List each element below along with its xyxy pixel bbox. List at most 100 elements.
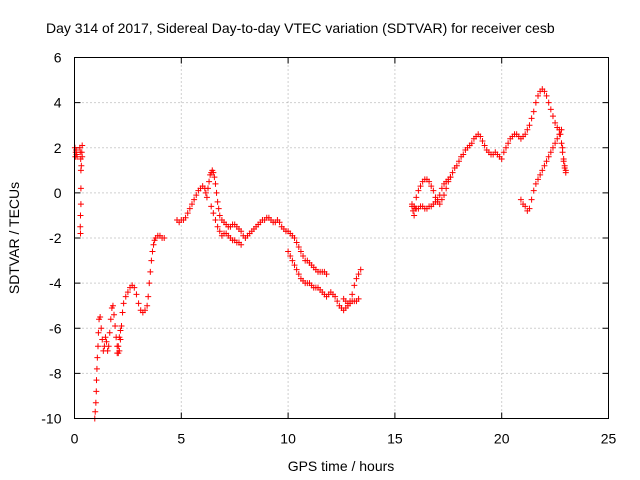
data-point [191, 196, 198, 203]
y-axis-label: SDTVAR / TECUs [6, 182, 22, 294]
data-point [415, 187, 422, 194]
data-point [477, 133, 484, 140]
data-point [541, 88, 548, 95]
data-point [498, 156, 505, 163]
data-point [97, 313, 104, 320]
data-point [77, 230, 84, 237]
data-point [214, 223, 221, 230]
data-point [98, 325, 105, 332]
data-point [436, 201, 443, 208]
data-point [351, 282, 358, 289]
data-point [285, 248, 292, 255]
data-point [115, 343, 122, 350]
data-point [212, 216, 219, 223]
data-point [146, 280, 153, 287]
data-point [453, 162, 460, 169]
data-point [300, 253, 307, 260]
y-tick-label: -8 [49, 365, 62, 381]
data-point [141, 307, 148, 314]
y-tick-label: 2 [54, 140, 62, 156]
data-point [118, 322, 125, 329]
data-point [535, 92, 542, 99]
data-point [93, 388, 100, 395]
data-point [438, 185, 445, 192]
y-tick-label: -4 [49, 275, 62, 291]
data-point [202, 189, 209, 196]
data-point [92, 408, 99, 415]
data-point [293, 239, 300, 246]
y-tick-label: 0 [54, 185, 62, 201]
data-point [559, 144, 566, 151]
data-point [92, 399, 99, 406]
data-point [214, 198, 221, 205]
data-point [537, 171, 544, 178]
data-point [552, 119, 559, 126]
data-point [355, 295, 362, 302]
data-point [323, 271, 330, 278]
data-point [93, 365, 100, 372]
y-tick-labels: -10 -8 -6 -4 -2 0 2 4 6 [41, 50, 61, 427]
data-point [193, 192, 200, 199]
data-point [522, 131, 529, 138]
data-point [430, 187, 437, 194]
data-point [211, 174, 218, 181]
data-point [539, 167, 546, 174]
data-point [186, 205, 193, 212]
data-point [77, 212, 84, 219]
data-point [481, 142, 488, 149]
data-point [210, 210, 217, 217]
data-point [349, 291, 356, 298]
data-point [560, 156, 567, 163]
data-point [413, 194, 420, 201]
data-point [104, 347, 111, 354]
data-point [522, 203, 529, 210]
data-point [105, 343, 112, 350]
data-point [357, 266, 364, 273]
data-point [524, 126, 531, 133]
data-point [502, 144, 509, 151]
data-point [505, 140, 512, 147]
data-point [78, 162, 85, 169]
data-point [161, 235, 168, 241]
data-point [215, 205, 222, 212]
data-point [355, 271, 362, 278]
data-point [530, 108, 537, 115]
data-point [117, 327, 124, 334]
data-point [79, 153, 86, 160]
x-axis-label: GPS time / hours [288, 458, 395, 474]
data-point [295, 244, 302, 251]
data-point [109, 302, 116, 309]
y-tick-label: 6 [54, 50, 62, 66]
data-point [106, 329, 113, 336]
data-point [77, 185, 84, 192]
data-point [541, 162, 548, 169]
x-tick-label: 0 [71, 431, 79, 447]
y-tick-label: -2 [49, 230, 62, 246]
data-point [122, 293, 129, 300]
x-tick-label: 5 [177, 431, 185, 447]
y-tick-label: -10 [41, 411, 61, 427]
data-point [216, 228, 223, 235]
data-point [135, 300, 142, 307]
data-point [561, 162, 568, 169]
data-point [532, 180, 539, 187]
data-point [114, 350, 121, 357]
data-point [528, 115, 535, 122]
y-tick-label: 4 [54, 95, 62, 111]
data-point [119, 309, 126, 316]
x-tick-label: 25 [601, 431, 617, 447]
data-point [449, 169, 456, 176]
data-point [150, 241, 157, 248]
data-point [468, 140, 475, 147]
data-point [455, 158, 462, 165]
data-point [184, 210, 191, 217]
chart-title: Day 314 of 2017, Sidereal Day-to-day VTE… [46, 20, 555, 36]
data-point [182, 214, 189, 221]
data-point [353, 275, 360, 282]
data-point [545, 99, 552, 106]
data-point [103, 338, 110, 345]
data-point [120, 300, 127, 307]
data-point [276, 219, 283, 226]
data-point [291, 262, 298, 269]
x-tick-label: 15 [387, 431, 403, 447]
